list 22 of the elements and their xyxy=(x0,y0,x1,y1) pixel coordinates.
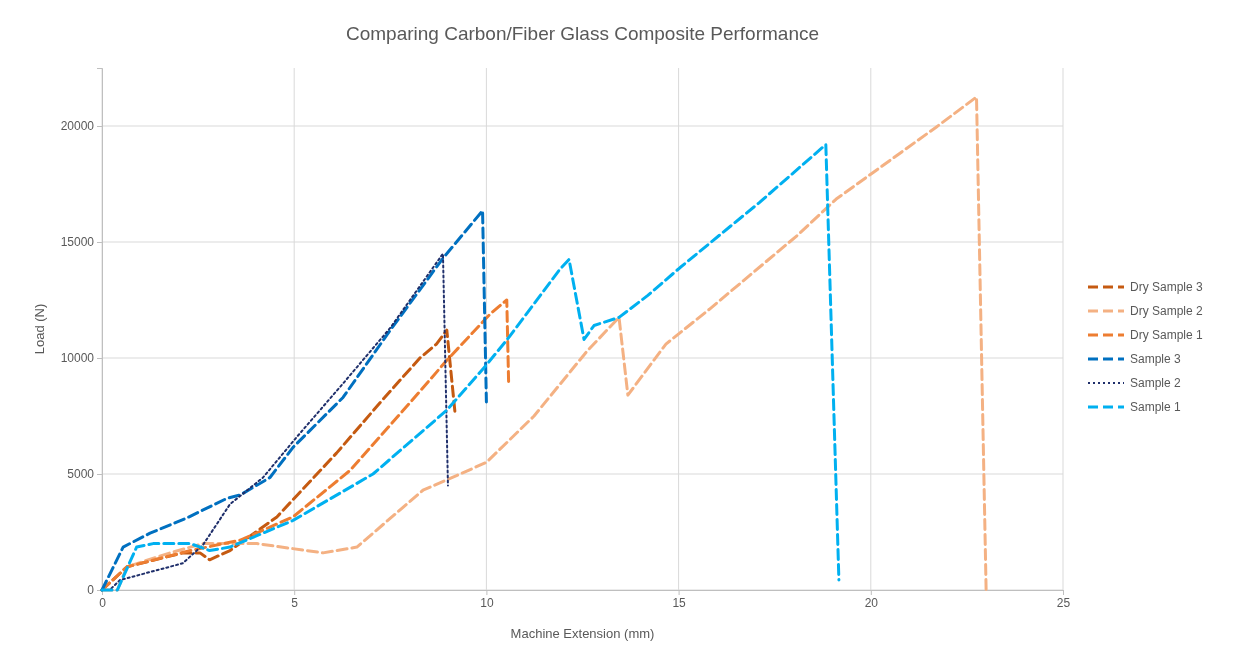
y-tick-label: 10000 xyxy=(60,351,95,366)
x-axis-title: Machine Extension (mm) xyxy=(510,626,655,641)
y-tick-label: 15000 xyxy=(60,235,95,250)
y-axis-title: Load (N) xyxy=(32,303,47,355)
y-tick-label: 0 xyxy=(87,583,95,598)
y-tick-label: 20000 xyxy=(60,119,95,134)
legend-label: Sample 1 xyxy=(1130,400,1182,414)
legend-label: Sample 3 xyxy=(1130,352,1182,366)
x-tick-label: 0 xyxy=(99,595,107,610)
line-series xyxy=(100,209,488,592)
legend-label: Dry Sample 1 xyxy=(1130,328,1204,342)
line-series xyxy=(100,143,841,592)
legend-label: Dry Sample 3 xyxy=(1130,280,1204,294)
x-tick-label: 25 xyxy=(1056,595,1071,610)
legend-label: Dry Sample 2 xyxy=(1130,304,1204,318)
x-tick-label: 5 xyxy=(291,595,299,610)
y-tick-label: 5000 xyxy=(67,467,95,482)
x-tick-label: 15 xyxy=(672,595,687,610)
legend-label: Sample 2 xyxy=(1130,376,1182,390)
x-tick-label: 20 xyxy=(864,595,879,610)
chart-title: Comparing Carbon/Fiber Glass Composite Performance xyxy=(345,23,820,44)
x-tick-label: 10 xyxy=(480,595,494,610)
